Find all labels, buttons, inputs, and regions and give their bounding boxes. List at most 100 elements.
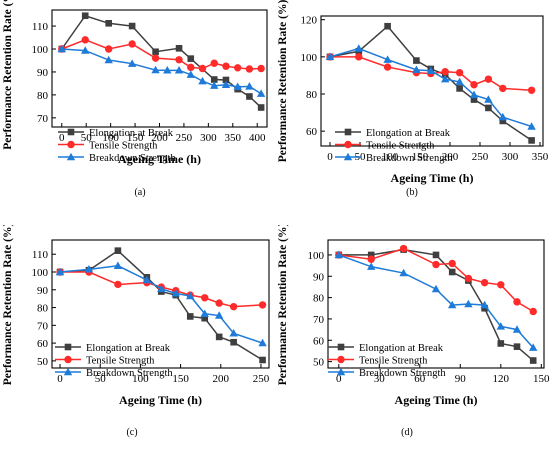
x-tick-label: 100 [132,373,149,385]
y-tick-label: 60 [37,338,49,350]
legend-label: Tensile Strength [366,140,435,151]
data-point [469,90,479,99]
data-point [84,265,94,273]
data-point [529,343,538,351]
legend-label: Breakdown Strength [366,153,453,164]
data-point [484,95,493,103]
data-point [480,300,489,309]
plot-frame [320,15,544,147]
data-point [455,68,464,77]
x-tick-label: 200 [213,373,230,385]
data-point [367,251,375,259]
x-tick-label: 250 [176,132,193,144]
data-point [355,53,363,61]
y-tick-label: 60 [313,335,325,347]
legend-label: Elongation at Break [86,343,171,354]
data-point [513,343,521,350]
data-point [245,82,254,90]
data-point [464,299,473,308]
data-point [113,261,123,269]
data-point [215,333,223,341]
series-square [326,22,535,144]
x-axis-label: Ageing Time (h) [395,393,478,407]
legend-label: Elongation at Break [359,343,444,354]
data-point [57,44,66,53]
x-axis-label: Ageing Time (h) [119,393,202,407]
x-tick-label: 100 [102,132,119,144]
y-tick-label: 90 [37,285,49,297]
data-point [512,325,522,333]
series-triangle [325,44,536,130]
data-point [104,45,113,53]
data-point [497,281,505,289]
y-tick-label: 80 [37,303,49,315]
y-tick-label: 110 [32,249,49,261]
data-point [354,44,363,52]
data-point [448,300,457,309]
legend-marker [67,128,75,136]
data-point [441,68,449,76]
data-point [163,66,172,74]
data-point [256,89,266,97]
data-point [222,76,230,84]
data-point [174,66,184,74]
data-point [175,45,183,52]
data-point [258,338,267,347]
x-tick-label: 50 [81,132,93,144]
y-tick-label: 90 [37,67,49,79]
legend-label: Breakdown Strength [86,368,173,379]
chart-panel-4: 0 30 60 90 120 150 50 60 70 80 90 100 Ageing Time (h… [277,225,550,438]
data-point [221,80,231,88]
data-point [152,48,159,56]
legend-label: Breakdown Strength [89,153,176,164]
data-point [210,81,219,89]
x-tick-label: 90 [455,373,467,385]
legend-marker [336,367,346,376]
data-point [175,56,183,64]
data-point [114,280,122,289]
series-line [61,48,262,95]
x-tick-label: 250 [472,151,489,163]
data-point [105,20,112,27]
data-point [496,322,505,330]
series-line [61,39,262,70]
x-tick-label: 150 [533,373,550,385]
y-tick-label: 110 [32,21,49,33]
data-point [210,76,218,83]
data-point [233,64,242,72]
data-point [187,55,195,62]
data-point [187,63,195,72]
y-tick-label: 120 [301,15,318,27]
data-point [499,84,507,93]
data-point [448,259,456,268]
data-point [470,96,478,103]
y-tick-label: 90 [313,271,325,283]
data-point [200,309,209,317]
series-line [61,14,262,109]
legend-label: Tensile Strength [359,355,428,366]
data-point [257,64,265,73]
series-square [58,12,265,111]
legend-marker [64,355,72,364]
series-triangle [57,44,266,97]
y-tick-label: 60 [306,126,318,138]
data-point [151,65,160,74]
y-axis-label: Performance Retention Rate (%) [277,225,289,385]
data-point [201,314,209,322]
data-point [497,340,505,347]
chart-panel-3: 0 50 100 150 200 250 50 60 70 80 90 100 110 Ageing Ti… [2,225,270,438]
data-point [186,313,194,320]
data-point [334,250,343,259]
data-point [464,274,473,283]
x-tick-label: 50 [95,373,107,385]
series-triangle [55,261,267,347]
data-point [431,284,441,293]
data-point [229,302,238,311]
x-tick-label: 350 [225,132,242,144]
data-point [426,66,435,74]
